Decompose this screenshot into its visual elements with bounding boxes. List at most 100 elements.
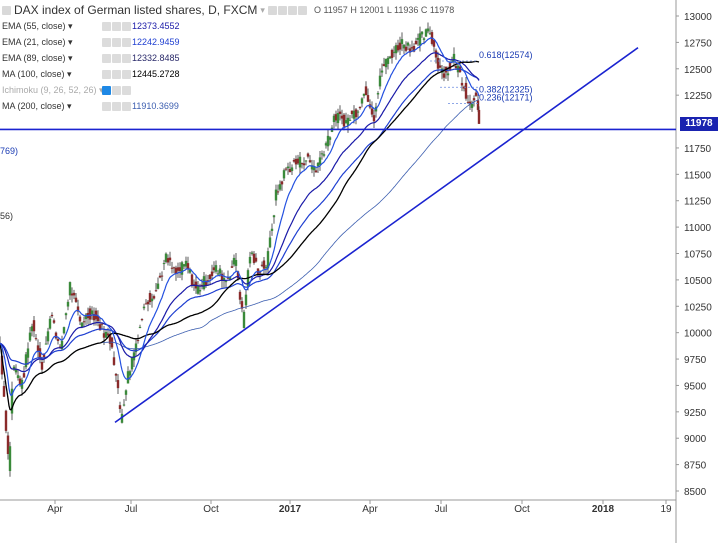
- eye-icon[interactable]: [102, 85, 111, 95]
- indicator-row[interactable]: MA (200, close) ▾ 11910.3699: [2, 98, 180, 114]
- candle-body: [218, 268, 222, 274]
- candle-body: [134, 343, 138, 353]
- candle-body: [102, 333, 106, 338]
- y-tick-label: 9500: [684, 381, 707, 392]
- candle-body: [116, 380, 120, 389]
- eye-icon[interactable]: [102, 69, 111, 79]
- ma-100-line: [0, 60, 480, 411]
- candle-body: [422, 38, 426, 40]
- indicator-controls[interactable]: [102, 69, 132, 79]
- settings-icon[interactable]: [112, 37, 121, 47]
- candle-body: [250, 252, 254, 254]
- candle-body: [260, 264, 264, 266]
- indicator-value: 12332.8485: [132, 53, 180, 63]
- indicator-row[interactable]: EMA (21, close) ▾ 12242.9459: [2, 34, 180, 50]
- collapse-icon[interactable]: [2, 5, 11, 15]
- candle-body: [84, 314, 88, 320]
- indicator-row[interactable]: EMA (89, close) ▾ 12332.8485: [2, 50, 180, 66]
- candle-body: [238, 291, 242, 300]
- settings-icon[interactable]: [112, 21, 121, 31]
- eye-icon[interactable]: [267, 5, 277, 15]
- candle-body: [242, 311, 246, 329]
- candle-body: [78, 316, 82, 322]
- candle-body: [292, 160, 296, 162]
- more-icon[interactable]: [297, 5, 307, 15]
- ema-55-line: [0, 52, 480, 373]
- candle-body: [196, 286, 200, 294]
- candle-body: [88, 308, 92, 320]
- candle-body: [278, 184, 282, 190]
- candle-body: [160, 275, 164, 277]
- candle-body: [22, 373, 26, 378]
- indicator-controls[interactable]: [102, 37, 132, 47]
- indicator-row[interactable]: MA (100, close) ▾ 12445.2728: [2, 66, 180, 82]
- candle-body: [406, 42, 410, 46]
- candle-body: [12, 366, 16, 370]
- candle-body: [122, 404, 126, 406]
- remove-icon[interactable]: [122, 85, 131, 95]
- settings-icon[interactable]: [277, 5, 287, 15]
- indicator-controls[interactable]: [102, 53, 132, 63]
- candle-body: [176, 267, 180, 271]
- settings-icon[interactable]: [112, 53, 121, 63]
- indicator-row[interactable]: Ichimoku (9, 26, 52, 26) ▾: [2, 82, 180, 98]
- settings-icon[interactable]: [112, 69, 121, 79]
- candle-body: [352, 110, 356, 119]
- candle-body: [214, 265, 218, 272]
- candle-body: [154, 290, 158, 292]
- indicator-controls[interactable]: [102, 101, 132, 111]
- eye-icon[interactable]: [102, 101, 111, 111]
- chevron-down-icon[interactable]: ▾: [260, 4, 265, 15]
- indicator-row[interactable]: EMA (55, close) ▾ 12373.4552: [2, 18, 180, 34]
- eye-icon[interactable]: [102, 53, 111, 63]
- candle-body: [212, 267, 216, 271]
- remove-icon[interactable]: [122, 21, 131, 31]
- x-tick-label: 2017: [279, 504, 302, 515]
- x-tick-label: 19: [660, 504, 672, 515]
- indicator-name: MA (100, close) ▾: [2, 68, 72, 79]
- candle-body: [294, 158, 298, 165]
- candle-body: [152, 296, 156, 299]
- candle-body: [466, 101, 470, 103]
- candle-body: [282, 170, 286, 179]
- candle-body: [182, 264, 186, 267]
- remove-icon[interactable]: [122, 37, 131, 47]
- candle-body: [202, 276, 206, 290]
- candle-body: [380, 70, 384, 73]
- candle-body: [262, 260, 266, 269]
- remove-icon[interactable]: [122, 69, 131, 79]
- candle-body: [138, 326, 142, 328]
- candle-body: [290, 167, 294, 171]
- settings-icon[interactable]: [112, 85, 121, 95]
- y-tick-label: 11500: [684, 170, 712, 181]
- support-trend-line[interactable]: [114, 47, 639, 424]
- eye-icon[interactable]: [102, 37, 111, 47]
- remove-icon[interactable]: [287, 5, 297, 15]
- candle-body: [244, 294, 248, 306]
- indicator-controls[interactable]: [102, 21, 132, 31]
- y-tick-label: 12750: [684, 38, 712, 49]
- indicator-value: 12242.9459: [132, 37, 180, 47]
- candle-body: [28, 332, 32, 341]
- settings-icon[interactable]: [112, 101, 121, 111]
- x-tick-label: Oct: [203, 504, 219, 515]
- candle-body: [378, 75, 382, 87]
- indicator-name: Ichimoku (9, 26, 52, 26) ▾: [2, 84, 104, 95]
- candle-body: [298, 156, 302, 168]
- candle-body: [56, 339, 60, 341]
- candle-body: [394, 45, 398, 54]
- remove-icon[interactable]: [122, 101, 131, 111]
- y-tick-label: 12250: [684, 91, 712, 102]
- indicator-controls[interactable]: [102, 85, 132, 95]
- candle-body: [376, 93, 380, 95]
- x-tick-label: Jul: [435, 504, 448, 515]
- candle-body: [142, 306, 146, 309]
- candle-body: [8, 446, 12, 472]
- remove-icon[interactable]: [122, 53, 131, 63]
- eye-icon[interactable]: [102, 21, 111, 31]
- candle-body: [474, 92, 478, 96]
- candle-body: [226, 277, 230, 279]
- candle-body: [276, 191, 280, 193]
- candle-body: [80, 322, 84, 328]
